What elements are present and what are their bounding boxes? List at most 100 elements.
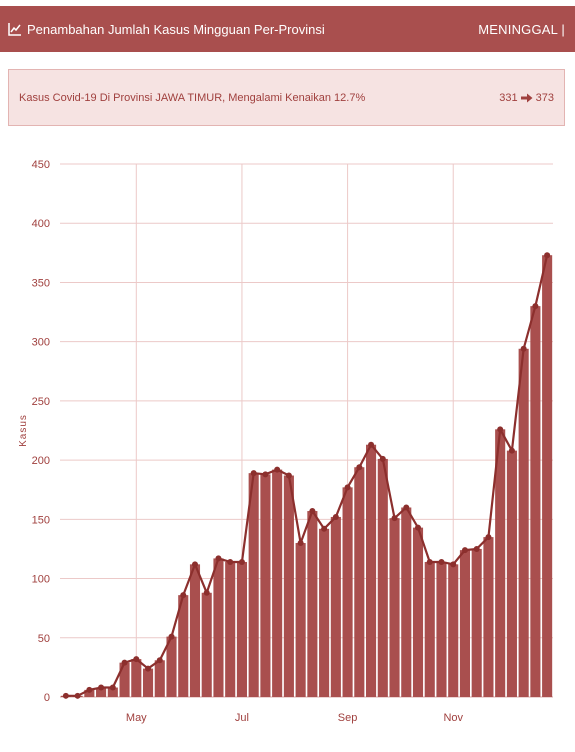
- data-point[interactable]: [180, 592, 187, 599]
- data-point[interactable]: [473, 545, 480, 552]
- y-tick-label: 100: [32, 574, 50, 586]
- x-tick-label: Jul: [235, 712, 249, 724]
- data-point[interactable]: [321, 525, 328, 532]
- bar[interactable]: [96, 687, 107, 697]
- data-point[interactable]: [438, 558, 445, 565]
- bar[interactable]: [248, 473, 259, 697]
- bar[interactable]: [401, 507, 412, 697]
- bar[interactable]: [166, 636, 177, 697]
- bar[interactable]: [471, 548, 482, 697]
- data-point[interactable]: [86, 686, 93, 693]
- change-from: 331: [499, 91, 518, 104]
- data-point[interactable]: [285, 472, 292, 479]
- bar[interactable]: [495, 429, 506, 697]
- data-point[interactable]: [450, 561, 457, 568]
- bar[interactable]: [483, 537, 494, 697]
- data-point[interactable]: [191, 561, 198, 568]
- data-point[interactable]: [508, 447, 515, 454]
- y-axis-title: Kasus: [18, 414, 29, 447]
- bar[interactable]: [84, 689, 95, 697]
- data-point[interactable]: [332, 513, 339, 520]
- data-point[interactable]: [203, 589, 210, 596]
- metric-selector[interactable]: MENINGGAL |: [478, 21, 565, 37]
- data-point[interactable]: [215, 555, 222, 562]
- y-tick-label: 350: [32, 277, 50, 289]
- bar[interactable]: [119, 662, 130, 697]
- data-point[interactable]: [297, 540, 304, 547]
- bar[interactable]: [272, 469, 283, 697]
- data-point[interactable]: [74, 692, 81, 699]
- y-tick-label: 300: [32, 337, 50, 349]
- bar[interactable]: [178, 595, 189, 697]
- data-point[interactable]: [133, 656, 140, 663]
- weekly-cases-chart: 0 50 100 150 200 250 300 350 400 450 May Jul Sep Nov K…: [18, 159, 553, 724]
- data-point[interactable]: [274, 466, 281, 473]
- x-tick-label: Sep: [338, 712, 358, 724]
- bar[interactable]: [330, 516, 341, 697]
- data-point[interactable]: [250, 470, 257, 477]
- data-point[interactable]: [544, 252, 551, 259]
- data-point[interactable]: [415, 524, 422, 531]
- data-point[interactable]: [426, 558, 433, 565]
- bar[interactable]: [542, 255, 553, 698]
- data-point[interactable]: [356, 464, 363, 471]
- bar[interactable]: [154, 660, 165, 697]
- data-point[interactable]: [485, 534, 492, 541]
- bar[interactable]: [436, 561, 447, 697]
- data-point[interactable]: [121, 659, 128, 666]
- x-tick-label: Nov: [443, 712, 463, 724]
- bar[interactable]: [506, 450, 517, 697]
- data-point[interactable]: [497, 426, 504, 433]
- bar[interactable]: [342, 487, 353, 697]
- data-point[interactable]: [109, 684, 116, 691]
- bar[interactable]: [201, 592, 212, 697]
- data-point[interactable]: [368, 441, 375, 448]
- bar[interactable]: [260, 474, 271, 697]
- bar[interactable]: [319, 528, 330, 697]
- header-title: Penambahan Jumlah Kasus Mingguan Per-Pro…: [27, 21, 325, 37]
- data-point[interactable]: [238, 558, 245, 565]
- data-point[interactable]: [403, 504, 410, 511]
- data-point[interactable]: [379, 455, 386, 462]
- data-point[interactable]: [145, 665, 152, 672]
- chart-header: Penambahan Jumlah Kasus Mingguan Per-Pro…: [0, 6, 575, 52]
- increase-info-box: Kasus Covid-19 Di Provinsi JAWA TIMUR, M…: [8, 69, 565, 126]
- bar[interactable]: [107, 687, 118, 697]
- bar[interactable]: [389, 518, 400, 697]
- data-point[interactable]: [532, 303, 539, 310]
- bar[interactable]: [377, 458, 388, 697]
- bar[interactable]: [225, 561, 236, 697]
- data-point[interactable]: [98, 684, 105, 691]
- bar[interactable]: [448, 564, 459, 697]
- bar[interactable]: [307, 511, 318, 697]
- bar[interactable]: [236, 561, 247, 697]
- bar[interactable]: [354, 467, 365, 697]
- bar[interactable]: [283, 475, 294, 697]
- bar[interactable]: [142, 668, 154, 697]
- y-tick-label: 450: [32, 159, 50, 171]
- data-point[interactable]: [520, 345, 527, 352]
- data-point[interactable]: [461, 547, 468, 554]
- bar[interactable]: [131, 659, 142, 697]
- y-tick-label: 250: [32, 396, 50, 408]
- data-point[interactable]: [156, 657, 163, 664]
- bar[interactable]: [295, 543, 306, 697]
- bar[interactable]: [213, 558, 224, 697]
- data-point[interactable]: [391, 515, 398, 522]
- data-point[interactable]: [62, 692, 69, 699]
- bar[interactable]: [424, 561, 435, 697]
- bar[interactable]: [459, 550, 471, 697]
- bar[interactable]: [366, 444, 377, 697]
- data-point[interactable]: [262, 471, 269, 478]
- bar[interactable]: [412, 527, 424, 697]
- data-point[interactable]: [227, 558, 234, 565]
- data-point[interactable]: [344, 484, 351, 491]
- axis-labels: 0 50 100 150 200 250 300 350 400 450 May Jul Sep Nov K…: [18, 159, 464, 724]
- bar[interactable]: [518, 348, 529, 697]
- data-point[interactable]: [168, 633, 175, 640]
- bar[interactable]: [530, 306, 541, 697]
- data-point[interactable]: [309, 508, 316, 515]
- bar[interactable]: [189, 564, 201, 697]
- line-chart-icon: [8, 23, 21, 36]
- change-values: 331 373: [499, 92, 554, 104]
